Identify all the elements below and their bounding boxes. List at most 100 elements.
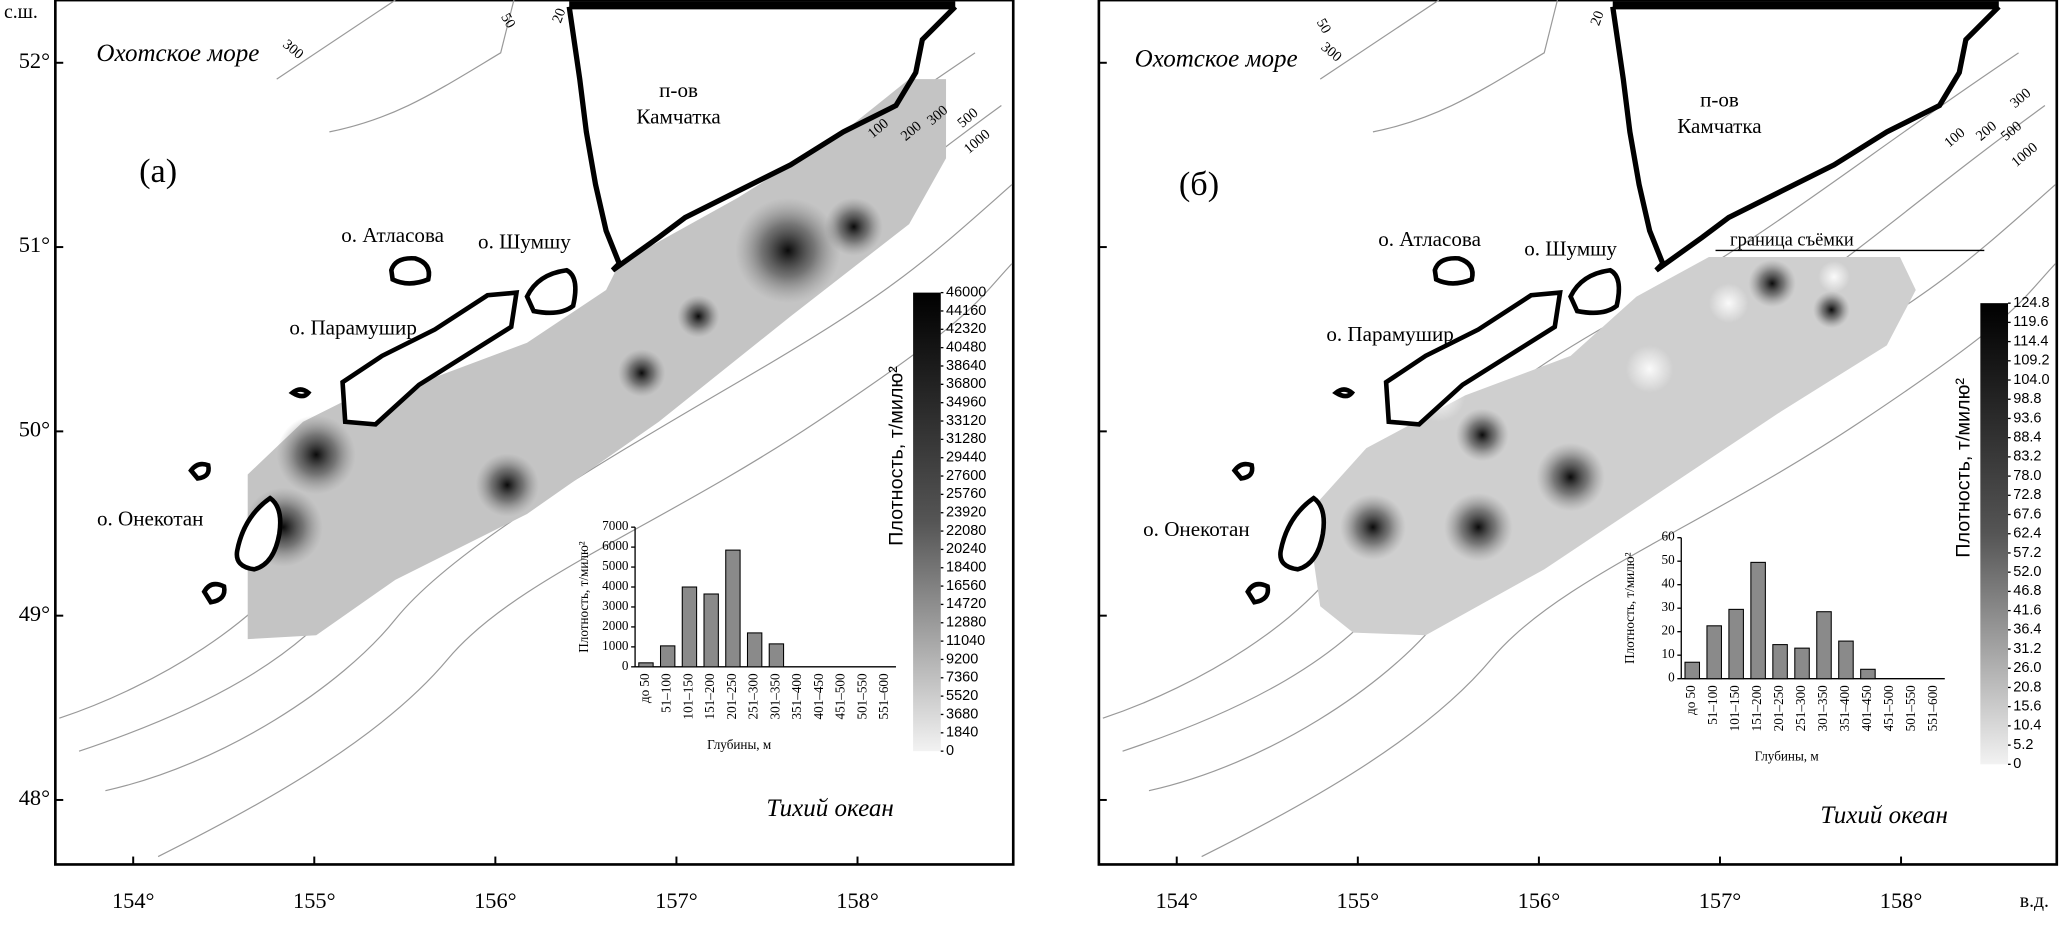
lat-tick-label: 48°	[19, 785, 50, 810]
lat-tick-label: 49°	[19, 601, 50, 626]
panel-label: (б)	[1179, 165, 1219, 203]
island-label: о. Атласова	[341, 223, 444, 247]
inset-x-tick-label: 201–250	[1771, 685, 1786, 731]
island-label: о. Шумшу	[1524, 236, 1617, 260]
island	[1245, 581, 1271, 605]
colorbar-tick-label: 31280	[946, 431, 986, 447]
island-label: о. Онекотан	[97, 506, 203, 530]
lon-tick-label: 156°	[1518, 888, 1561, 913]
peninsula-label: п-ов	[659, 78, 698, 102]
island	[1568, 267, 1622, 316]
colorbar-tick-label: 36800	[946, 376, 986, 392]
colorbar-tick-label: 16560	[946, 578, 986, 594]
island	[388, 255, 432, 286]
density-patch	[1813, 291, 1850, 329]
inset-x-tick-label: 51–100	[1705, 685, 1720, 725]
colorbar-tick-label: 34960	[946, 394, 986, 410]
colorbar-tick-label: 93.6	[2013, 410, 2041, 426]
inset-y-tick-label: 0	[622, 658, 629, 673]
depth-contour	[329, 0, 515, 133]
colorbar-tick-label: 9200	[946, 651, 978, 667]
inset-bar	[725, 549, 741, 668]
inset-x-tick-label: 401–450	[811, 673, 826, 719]
colorbar-tick-label: 0	[946, 743, 954, 759]
lon-tick-label: 157°	[1699, 888, 1742, 913]
depth-contour	[157, 263, 1013, 858]
island	[524, 267, 578, 316]
island-label: о. Онекотан	[1143, 517, 1249, 541]
density-patch	[1340, 494, 1406, 561]
inset-bar	[1860, 668, 1876, 680]
inset-x-label: Глубины, м	[1755, 749, 1820, 764]
depth-label: 50	[1313, 16, 1334, 37]
density-patch	[1818, 261, 1850, 293]
inset-y-tick-label: 2000	[602, 618, 629, 633]
colorbar-tick-label: 23920	[946, 505, 986, 521]
lat-label: с.ш.	[4, 1, 38, 23]
island	[288, 387, 312, 399]
lon-tick-label: 155°	[293, 888, 336, 913]
peninsula-label: Камчатка	[1677, 114, 1762, 138]
lat-tick-label: 50°	[19, 417, 50, 442]
inset-x-tick-label: 51–100	[659, 673, 674, 713]
density-patch	[276, 415, 356, 495]
colorbar-tick-label: 83.2	[2013, 449, 2041, 465]
density-patch	[1455, 408, 1509, 462]
inset-y-tick-label: 20	[1662, 623, 1676, 638]
lon-tick-label: 154°	[112, 888, 155, 913]
inset-x-tick-label: 551–600	[876, 673, 891, 719]
inset-bar	[1706, 625, 1722, 680]
island	[340, 290, 520, 427]
colorbar-tick-label: 98.8	[2013, 391, 2041, 407]
inset-bar	[1816, 611, 1832, 680]
inset-x-tick-label: 251–300	[1793, 685, 1808, 731]
colorbar-tick-label: 40480	[946, 339, 986, 355]
inset-x-tick-label: 451–500	[1881, 685, 1896, 731]
inset-bar	[1750, 561, 1766, 680]
density-patch	[1536, 442, 1605, 512]
colorbar-tick-label: 0	[2013, 756, 2021, 772]
colorbar-label: Плотность, т/милю²	[1953, 378, 1975, 558]
ocean-label: Тихий океан	[1820, 802, 1947, 829]
inset-bar	[1728, 608, 1744, 680]
colorbar-tick-label: 33120	[946, 413, 986, 429]
depth-label: 50	[497, 11, 518, 32]
sea-label: Охотское море	[96, 40, 259, 67]
lon-label: в.д.	[2020, 890, 2049, 912]
survey-boundary-label: граница съёмки	[1730, 229, 1854, 249]
inset-y-tick-label: 5000	[602, 558, 629, 573]
inset-y-tick-label: 40	[1662, 576, 1676, 591]
lon-tick-label: 155°	[1337, 888, 1380, 913]
inset-y-tick-label: 0	[1668, 670, 1675, 685]
colorbar-tick-label: 22080	[946, 523, 986, 539]
depth-contour	[1319, 0, 1440, 80]
depth-contour	[276, 0, 396, 80]
inset-x-tick-label: 101–150	[680, 673, 695, 719]
inset-x-tick-label: 251–300	[746, 673, 761, 719]
inset-x-tick-label: 101–150	[1727, 685, 1742, 731]
colorbar-tick-label: 119.6	[2013, 314, 2048, 330]
inset-x-tick-label: 151–200	[1749, 685, 1764, 731]
colorbar-tick-label: 41.6	[2013, 602, 2041, 618]
inset-y-tick-label: 10	[1662, 646, 1676, 661]
kamchatka-coast	[1610, 4, 2001, 273]
inset-x-tick-label: 201–250	[724, 673, 739, 719]
inset-y-tick-label: 60	[1662, 529, 1676, 544]
lon-tick-label: 157°	[655, 888, 698, 913]
island	[234, 495, 283, 572]
density-patch	[1625, 345, 1674, 393]
sea-label: Охотское море	[1135, 45, 1298, 72]
inset-bar	[638, 662, 654, 668]
colorbar-tick-label: 72.8	[2013, 487, 2041, 503]
colorbar	[913, 292, 941, 752]
panel: 154° 155° 156° 157° 158° в.д. Охотское море Тих…	[1097, 0, 2059, 913]
density-patch	[1444, 492, 1513, 562]
lat-tick-label: 52°	[19, 48, 50, 73]
inset-y-tick-label: 30	[1662, 599, 1676, 614]
colorbar-tick-label: 31.2	[2013, 641, 2041, 657]
peninsula-label: Камчатка	[636, 105, 721, 129]
peninsula-label: п-ов	[1700, 87, 1739, 111]
inset-x-tick-label: 451–500	[833, 673, 848, 719]
colorbar-tick-label: 20240	[946, 541, 986, 557]
